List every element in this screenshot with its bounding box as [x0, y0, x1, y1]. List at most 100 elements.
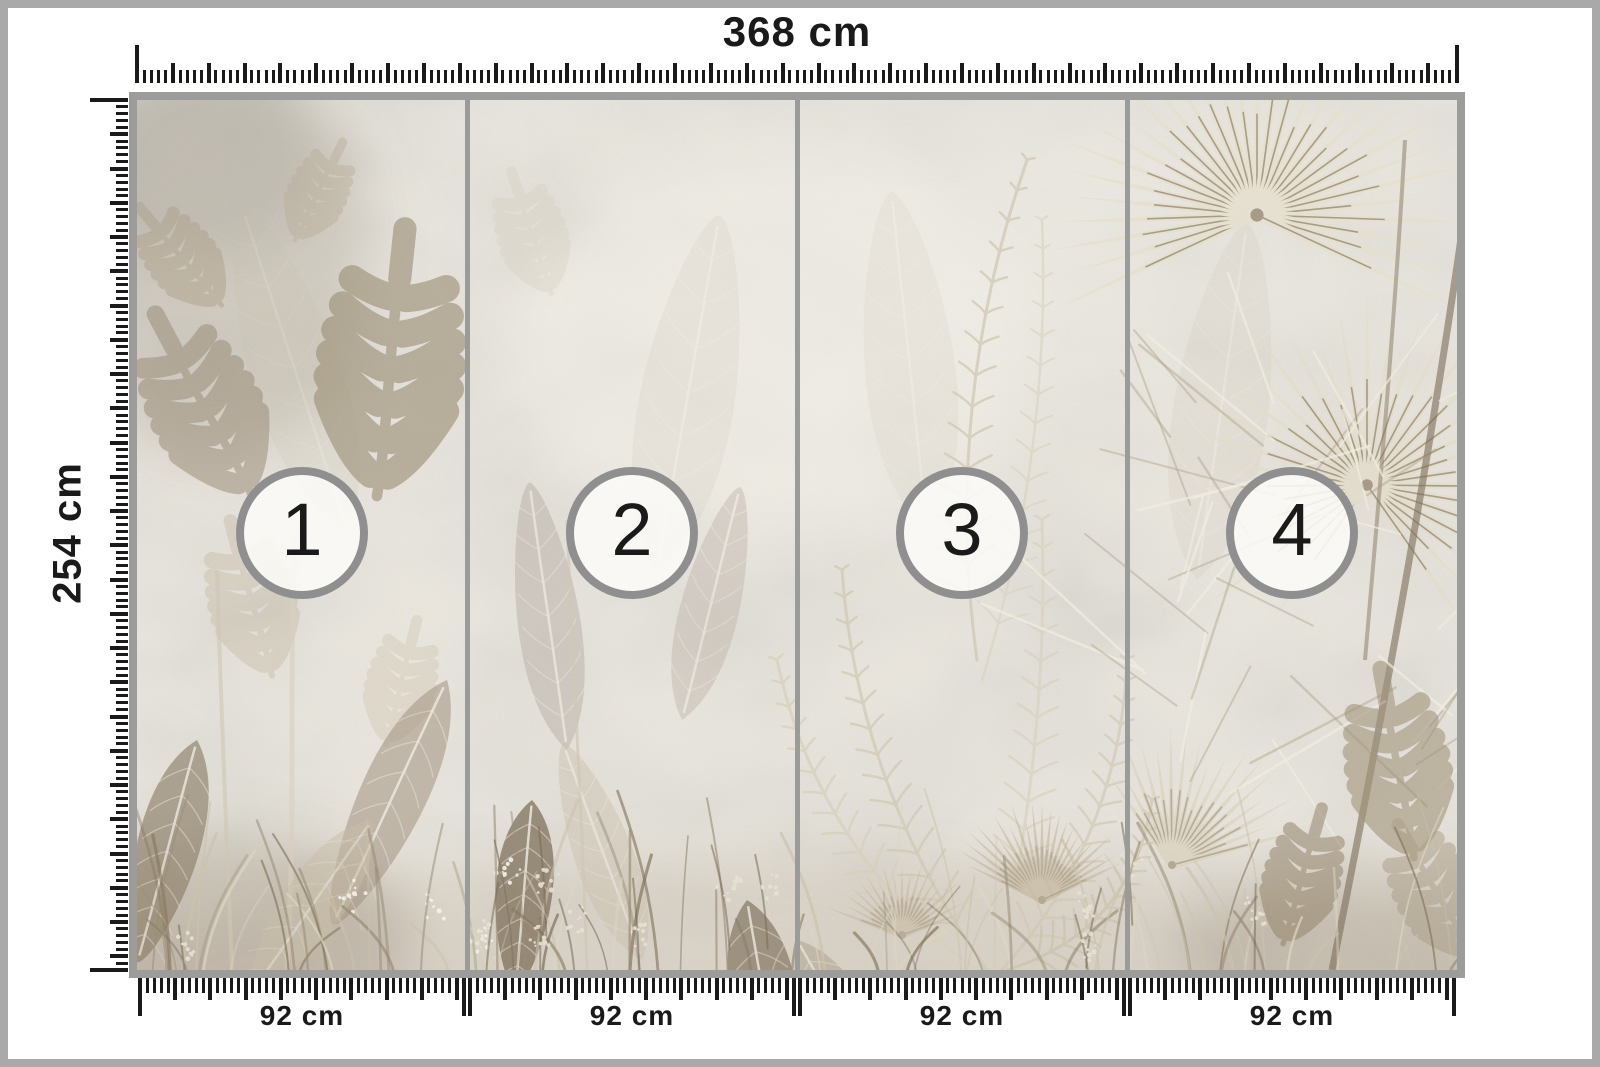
ruler-tick [558, 70, 562, 83]
ruler-tick [116, 119, 128, 123]
ruler-tick [1444, 978, 1449, 1000]
ruler-tick [847, 978, 851, 993]
ruler-tick [300, 70, 304, 83]
ruler-tick [116, 256, 128, 260]
ruler-tick [1297, 978, 1301, 993]
ruler-tick [1333, 70, 1337, 83]
panel-3-number: 3 [941, 488, 983, 571]
ruler-tick [116, 105, 128, 109]
ruler-tick [243, 978, 248, 1000]
ruler-tick [1139, 63, 1144, 83]
ruler-tick [524, 978, 528, 993]
ruler-tick [170, 63, 175, 83]
ruler-tick [744, 63, 749, 83]
ruler-tick [135, 45, 139, 83]
ruler-tick [1405, 70, 1409, 83]
ruler-tick [116, 173, 128, 177]
ruler-tick [429, 70, 433, 83]
ruler-tick [529, 63, 534, 83]
ruler-tick [1360, 978, 1364, 993]
ruler-tick [652, 70, 656, 83]
ruler-tick [116, 139, 128, 143]
ruler-tick [623, 978, 627, 993]
ruler-tick [890, 978, 894, 993]
ruler-tick [967, 70, 971, 83]
ruler-tick [468, 978, 472, 1016]
ruler-tick [538, 978, 543, 1000]
ruler-tick [1046, 70, 1050, 83]
ruler-tick [1010, 70, 1014, 83]
ruler-tick [116, 434, 128, 438]
ruler-tick [1108, 978, 1112, 993]
ruler-tick [110, 577, 128, 582]
ruler-tick [658, 978, 662, 993]
ruler-tick [573, 978, 578, 1000]
ruler-tick [265, 978, 269, 993]
ruler-tick [1426, 63, 1431, 83]
ruler-tick [116, 125, 128, 129]
ruler-tick [531, 978, 535, 993]
ruler-tick [895, 70, 899, 83]
ruler-tick [441, 978, 445, 993]
ruler-tick [116, 824, 128, 828]
ruler-tick [307, 70, 311, 83]
ruler-tick [215, 978, 219, 993]
ruler-tick [693, 978, 697, 993]
ruler-tick [805, 978, 809, 993]
ruler-tick [434, 978, 438, 993]
ruler-tick [826, 978, 830, 993]
ruler-tick [314, 978, 319, 1000]
ruler-tick [1118, 70, 1122, 83]
ruler-tick [116, 249, 128, 253]
ruler-tick [116, 399, 128, 403]
ruler-tick [953, 70, 957, 83]
ruler-tick [272, 978, 276, 993]
ruler-tick [1096, 70, 1100, 83]
ruler-tick [771, 978, 775, 993]
ruler-tick [1412, 70, 1416, 83]
panel-divider-2 [794, 100, 800, 970]
ruler-tick [1025, 70, 1029, 83]
ruler-tick [974, 70, 978, 83]
ruler-tick [630, 70, 634, 83]
ruler-tick [1268, 978, 1273, 1000]
ruler-tick [145, 978, 149, 993]
ruler-tick [1290, 70, 1294, 83]
ruler-tick [988, 978, 992, 993]
ruler-tick [1182, 70, 1186, 83]
ruler-tick [408, 70, 412, 83]
ruler-tick [110, 920, 128, 925]
panel-2-number: 2 [611, 488, 653, 571]
ruler-tick [1304, 70, 1308, 83]
ruler-tick [116, 557, 128, 561]
ruler-tick [910, 70, 914, 83]
ruler-tick [743, 978, 747, 993]
ruler-tick [214, 70, 218, 83]
ruler-tick [637, 63, 642, 83]
ruler-tick [116, 913, 128, 917]
ruler-tick [307, 978, 311, 993]
ruler-tick [792, 978, 796, 1016]
ruler-tick [707, 978, 711, 993]
ruler-tick [116, 351, 128, 355]
ruler-tick [116, 331, 128, 335]
ruler-tick [110, 680, 128, 685]
wallpaper-mural: 1 2 3 4 [129, 92, 1465, 978]
ruler-tick [1261, 70, 1265, 83]
ruler-tick [831, 70, 835, 83]
ruler-tick [116, 858, 128, 862]
ruler-tick [881, 70, 885, 83]
ruler-tick [601, 63, 606, 83]
ruler-tick [1376, 70, 1380, 83]
ruler-tick [110, 509, 128, 514]
ruler-tick [116, 283, 128, 287]
ruler-tick [393, 70, 397, 83]
ruler-tick [116, 756, 128, 760]
ruler-tick [293, 978, 297, 993]
ruler-tick [503, 978, 508, 1000]
ruler-tick [722, 978, 726, 993]
ruler-tick [472, 70, 476, 83]
ruler-tick [328, 978, 332, 993]
ruler-tick [116, 502, 128, 506]
ruler-tick [116, 214, 128, 218]
